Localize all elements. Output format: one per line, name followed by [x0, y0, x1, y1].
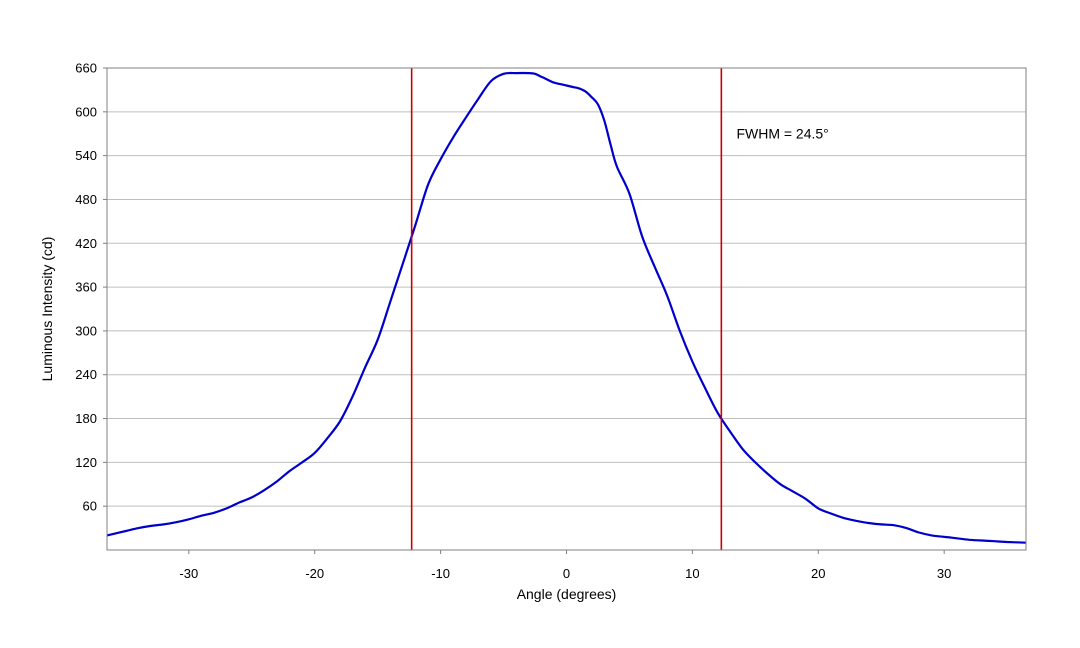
y-tick-label: 60 — [83, 499, 97, 514]
x-tick-label: -20 — [305, 566, 324, 581]
x-tick-label: 10 — [685, 566, 699, 581]
x-tick-label: 0 — [563, 566, 570, 581]
x-tick-label: 20 — [811, 566, 825, 581]
y-tick-label: 300 — [75, 323, 97, 338]
grid-lines — [103, 67, 1026, 554]
y-tick-label: 240 — [75, 367, 97, 382]
fwhm-lines — [410, 68, 723, 550]
x-tick-labels: -30 -20 -10 0 10 20 30 — [179, 566, 951, 581]
y-tick-label: 180 — [75, 411, 97, 426]
x-axis-title: Angle (degrees) — [517, 586, 617, 602]
y-tick-label: 600 — [75, 104, 97, 119]
x-tick-label: 30 — [937, 566, 951, 581]
plot-frame — [106, 67, 1027, 551]
y-tick-labels: 60 120 180 240 300 360 420 480 540 600 660 — [75, 61, 97, 514]
y-tick-label: 660 — [75, 61, 97, 76]
y-tick-label: 360 — [75, 280, 97, 295]
series-group — [106, 71, 1027, 544]
x-tick-label: -10 — [431, 566, 450, 581]
x-tick-label: -30 — [179, 566, 198, 581]
intensity-series-line — [106, 71, 1027, 544]
y-tick-label: 120 — [75, 455, 97, 470]
y-tick-label: 420 — [75, 236, 97, 251]
y-tick-label: 540 — [75, 148, 97, 163]
y-tick-label: 480 — [75, 192, 97, 207]
y-axis-title: Luminous Intensity (cd) — [39, 237, 55, 382]
fwhm-annotation: FWHM = 24.5° — [736, 126, 828, 142]
